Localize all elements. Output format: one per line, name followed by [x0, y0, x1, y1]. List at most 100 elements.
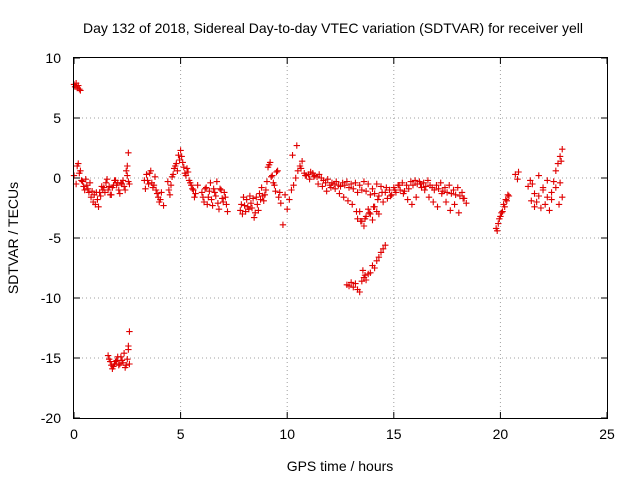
data-point: [241, 202, 248, 209]
data-point: [265, 161, 273, 168]
data-point: [258, 184, 265, 191]
data-point: [529, 180, 536, 188]
data-point: [527, 177, 534, 184]
data-point: [175, 152, 182, 159]
data-point: [383, 184, 390, 191]
data-point: [142, 185, 149, 192]
data-point: [160, 202, 167, 209]
data-point: [126, 328, 133, 335]
data-point: [209, 202, 216, 209]
data-point: [194, 182, 201, 189]
data-point: [222, 194, 229, 201]
data-point: [550, 178, 557, 185]
data-point: [447, 207, 454, 214]
data-point: [361, 272, 369, 279]
data-point: [375, 192, 383, 200]
data-point: [443, 189, 451, 196]
data-point: [496, 215, 503, 222]
data-point: [356, 182, 363, 189]
data-point: [284, 206, 291, 213]
data-point: [206, 188, 213, 195]
data-point: [544, 194, 551, 201]
data-point: [166, 191, 174, 198]
data-point: [450, 186, 457, 194]
data-point: [404, 196, 411, 203]
data-point: [93, 189, 100, 196]
data-point: [152, 186, 160, 194]
data-point: [80, 183, 87, 190]
data-point: [362, 276, 370, 284]
data-point: [356, 208, 363, 215]
data-point: [310, 173, 318, 180]
data-point: [438, 190, 445, 197]
data-point: [167, 182, 175, 189]
data-point: [302, 172, 309, 179]
data-point: [273, 168, 280, 176]
data-point: [344, 197, 352, 204]
data-point: [431, 186, 438, 194]
x-tick-label: 15: [386, 426, 402, 442]
data-point: [352, 280, 359, 287]
data-point: [268, 173, 275, 180]
data-point: [126, 360, 133, 368]
data-point: [548, 189, 555, 196]
data-point: [504, 191, 512, 198]
data-point: [379, 245, 387, 252]
data-point: [118, 357, 126, 364]
data-point: [502, 196, 509, 203]
data-point: [375, 210, 383, 218]
data-point: [333, 178, 340, 185]
data-point: [546, 207, 553, 214]
data-point: [172, 162, 179, 170]
data-point: [248, 204, 256, 212]
data-point: [405, 185, 412, 192]
data-point: [247, 200, 255, 207]
data-point: [214, 200, 222, 207]
data-point: [375, 254, 383, 261]
data-point: [261, 191, 269, 198]
data-point: [201, 185, 209, 192]
data-point: [400, 190, 407, 197]
data-point: [365, 206, 372, 213]
data-point: [276, 189, 283, 196]
data-point: [463, 200, 470, 207]
data-point: [125, 346, 132, 353]
data-point: [81, 186, 88, 194]
data-point: [388, 191, 395, 198]
y-tick-label: 10: [45, 50, 61, 66]
data-point: [186, 179, 194, 186]
y-tick-labels: -20 -15 -10 -5 0 5 10: [41, 50, 61, 426]
data-point: [503, 197, 510, 204]
data-point: [327, 184, 335, 191]
x-tick-label: 0: [70, 426, 78, 442]
data-point: [537, 204, 545, 212]
data-point: [262, 186, 270, 194]
data-point: [412, 194, 420, 201]
data-point: [269, 172, 276, 179]
data-point: [116, 190, 124, 197]
data-point: [367, 269, 374, 276]
data-point: [73, 162, 81, 170]
data-point: [354, 215, 361, 222]
chart-title: Day 132 of 2018, Sidereal Day-to-day VTE…: [83, 20, 583, 36]
data-point: [263, 178, 271, 185]
data-point: [371, 264, 378, 272]
data-points: [70, 80, 566, 372]
data-point: [176, 156, 183, 164]
data-point: [535, 192, 542, 200]
data-point: [153, 190, 161, 197]
data-point: [377, 183, 385, 190]
data-point: [178, 153, 185, 160]
data-point: [254, 201, 261, 208]
data-point: [544, 177, 551, 184]
data-point: [221, 189, 228, 196]
data-point: [190, 186, 197, 194]
data-point: [242, 208, 249, 215]
data-point: [403, 182, 410, 189]
x-axis-label: GPS time / hours: [287, 458, 394, 474]
data-point: [395, 182, 403, 189]
data-point: [293, 142, 300, 149]
data-point: [198, 189, 206, 196]
data-point: [169, 171, 177, 178]
data-point: [119, 177, 127, 184]
